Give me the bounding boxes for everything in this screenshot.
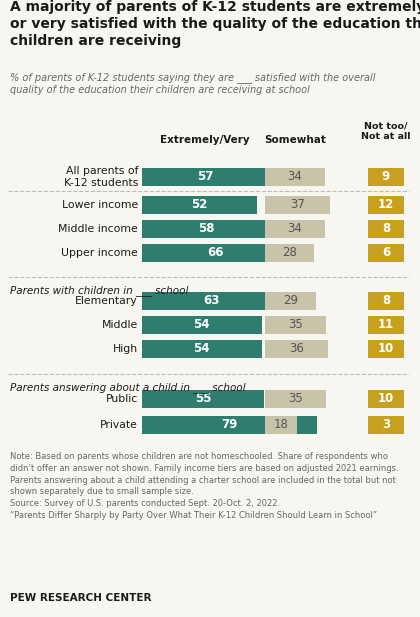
Bar <box>368 316 404 334</box>
Text: 55: 55 <box>194 392 211 405</box>
Text: 6: 6 <box>382 247 390 260</box>
Text: Middle income: Middle income <box>58 224 138 234</box>
Bar <box>142 196 257 214</box>
Text: PEW RESEARCH CENTER: PEW RESEARCH CENTER <box>10 593 152 603</box>
Text: Upper income: Upper income <box>61 248 138 258</box>
Text: Parents with children in ___ school: Parents with children in ___ school <box>10 285 189 296</box>
Bar <box>142 244 288 262</box>
Text: All parents of
K-12 students: All parents of K-12 students <box>63 166 138 188</box>
Bar <box>142 340 262 358</box>
Text: Elementary: Elementary <box>75 296 138 306</box>
Text: A majority of parents of K-12 students are extremely
or very satisfied with the : A majority of parents of K-12 students a… <box>10 0 420 48</box>
Text: 3: 3 <box>382 418 390 431</box>
Bar <box>142 220 270 238</box>
Text: 8: 8 <box>382 223 390 236</box>
Bar <box>368 390 404 408</box>
Text: Lower income: Lower income <box>62 200 138 210</box>
Text: 9: 9 <box>382 170 390 183</box>
Text: Middle: Middle <box>102 320 138 330</box>
Text: 54: 54 <box>194 318 210 331</box>
Bar <box>368 220 404 238</box>
Text: Public: Public <box>106 394 138 404</box>
Bar <box>265 292 316 310</box>
Text: Parents answering about a child in ___ school: Parents answering about a child in ___ s… <box>10 382 246 393</box>
Bar <box>368 416 404 434</box>
Bar <box>265 340 328 358</box>
Text: Not too/
Not at all: Not too/ Not at all <box>361 122 411 141</box>
Text: 54: 54 <box>194 342 210 355</box>
Text: 58: 58 <box>198 223 215 236</box>
Bar <box>265 168 325 186</box>
Bar <box>142 390 264 408</box>
Text: Somewhat: Somewhat <box>264 135 326 145</box>
Text: 34: 34 <box>287 223 302 236</box>
Text: 8: 8 <box>382 294 390 307</box>
Text: Private: Private <box>100 420 138 430</box>
Bar <box>368 196 404 214</box>
Bar <box>265 220 325 238</box>
Bar <box>368 292 404 310</box>
Bar <box>142 168 268 186</box>
Text: 34: 34 <box>287 170 302 183</box>
Text: 36: 36 <box>289 342 304 355</box>
Text: High: High <box>113 344 138 354</box>
Text: Extremely/Very: Extremely/Very <box>160 135 250 145</box>
Text: Note: Based on parents whose children are not homeschooled. Share of respondents: Note: Based on parents whose children ar… <box>10 452 399 520</box>
Bar <box>368 340 404 358</box>
Bar <box>142 292 281 310</box>
Text: 29: 29 <box>283 294 298 307</box>
Text: 10: 10 <box>378 342 394 355</box>
Text: 18: 18 <box>273 418 288 431</box>
Text: 79: 79 <box>221 418 238 431</box>
Bar <box>265 416 297 434</box>
Bar <box>368 244 404 262</box>
Text: 57: 57 <box>197 170 213 183</box>
Text: 35: 35 <box>288 318 303 331</box>
Bar <box>368 168 404 186</box>
Text: 11: 11 <box>378 318 394 331</box>
Text: 37: 37 <box>290 199 305 212</box>
Text: 10: 10 <box>378 392 394 405</box>
Text: 66: 66 <box>207 247 223 260</box>
Bar <box>142 416 317 434</box>
Bar <box>142 316 262 334</box>
Text: 35: 35 <box>288 392 303 405</box>
Text: 28: 28 <box>282 247 297 260</box>
Bar <box>265 316 326 334</box>
Bar <box>265 196 330 214</box>
Text: 63: 63 <box>204 294 220 307</box>
Text: % of parents of K-12 students saying they are ___ satisfied with the overall
qua: % of parents of K-12 students saying the… <box>10 72 375 94</box>
Text: 52: 52 <box>192 199 208 212</box>
Text: 12: 12 <box>378 199 394 212</box>
Bar <box>265 390 326 408</box>
Bar <box>265 244 314 262</box>
